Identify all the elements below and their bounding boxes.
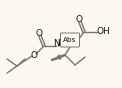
Text: O: O	[30, 51, 37, 59]
Text: N: N	[53, 39, 59, 48]
Text: O: O	[36, 29, 42, 39]
Text: H: H	[57, 39, 63, 48]
FancyBboxPatch shape	[61, 33, 80, 47]
Text: O: O	[76, 15, 82, 24]
Text: Abs: Abs	[63, 37, 77, 43]
Text: OH: OH	[96, 27, 110, 37]
